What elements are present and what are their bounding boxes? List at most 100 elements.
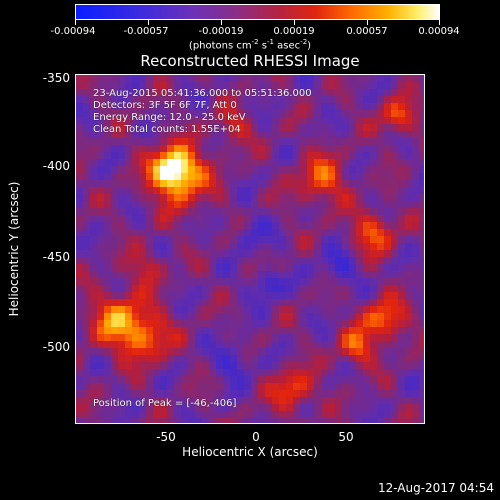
heatmap-cell xyxy=(314,159,322,167)
heatmap-cell xyxy=(356,313,364,321)
heatmap-cell xyxy=(384,173,392,181)
heatmap-cell xyxy=(419,348,424,356)
heatmap-cell xyxy=(412,222,420,230)
heatmap-cell xyxy=(272,229,280,237)
heatmap-cell xyxy=(391,187,399,195)
heatmap-cell xyxy=(244,390,252,398)
heatmap-cell xyxy=(286,383,294,391)
heatmap-cell xyxy=(384,348,392,356)
heatmap-cell xyxy=(216,292,224,300)
heatmap-cell xyxy=(363,159,371,167)
heatmap-cell xyxy=(237,390,245,398)
heatmap-cell xyxy=(188,110,196,118)
heatmap-cell xyxy=(104,369,112,377)
heatmap-cell xyxy=(104,285,112,293)
heatmap-cell xyxy=(216,166,224,174)
heatmap-cell xyxy=(419,159,424,167)
heatmap-cell xyxy=(258,264,266,272)
heatmap-cell xyxy=(202,131,210,139)
heatmap-cell xyxy=(384,194,392,202)
heatmap-cell xyxy=(167,138,175,146)
heatmap-cell xyxy=(258,222,266,230)
heatmap-cell xyxy=(118,348,126,356)
heatmap-cell xyxy=(370,271,378,279)
heatmap-cell xyxy=(300,215,308,223)
heatmap-cell xyxy=(76,180,84,188)
heatmap-cell xyxy=(307,208,315,216)
heatmap-cell xyxy=(244,187,252,195)
heatmap-cell xyxy=(293,96,301,104)
heatmap-cell xyxy=(167,208,175,216)
heatmap-cell xyxy=(272,89,280,97)
heatmap-cell xyxy=(146,208,154,216)
heatmap-cell xyxy=(328,278,336,286)
heatmap-cell xyxy=(104,152,112,160)
heatmap-cell xyxy=(356,271,364,279)
detectors-text: Detectors: 3F 5F 6F 7F, Att 0 xyxy=(93,100,237,111)
heatmap-cell xyxy=(132,320,140,328)
x-tick-label: 0 xyxy=(252,430,260,444)
heatmap-cell xyxy=(419,411,424,419)
heatmap-cell xyxy=(76,201,84,209)
heatmap-cell xyxy=(286,215,294,223)
heatmap-cell xyxy=(356,250,364,258)
heatmap-cell xyxy=(391,369,399,377)
heatmap-cell xyxy=(223,404,231,412)
heatmap-image xyxy=(76,75,424,423)
heatmap-cell xyxy=(349,138,357,146)
heatmap-cell xyxy=(384,250,392,258)
heatmap-cell xyxy=(90,320,98,328)
heatmap-cell xyxy=(153,341,161,349)
heatmap-cell xyxy=(412,215,420,223)
heatmap-cell xyxy=(314,362,322,370)
heatmap-cell xyxy=(160,320,168,328)
heatmap-cell xyxy=(370,208,378,216)
heatmap-cell xyxy=(377,131,385,139)
heatmap-cell xyxy=(419,327,424,335)
heatmap-cell xyxy=(202,103,210,111)
x-tick-label: 50 xyxy=(338,430,354,444)
heatmap-cell xyxy=(139,418,147,423)
heatmap-cell xyxy=(342,383,350,391)
heatmap-cell xyxy=(398,229,406,237)
heatmap-cell xyxy=(223,138,231,146)
heatmap-cell xyxy=(251,348,259,356)
heatmap-cell xyxy=(167,285,175,293)
heatmap-cell xyxy=(363,110,371,118)
heatmap-cell xyxy=(160,411,168,419)
colorbar xyxy=(75,4,440,20)
heatmap-cell xyxy=(90,376,98,384)
heatmap-cell xyxy=(237,194,245,202)
heatmap-cell xyxy=(160,292,168,300)
heatmap-cell xyxy=(104,250,112,258)
heatmap-cell xyxy=(419,222,424,230)
heatmap-cell xyxy=(293,215,301,223)
heatmap-cell xyxy=(279,257,287,265)
heatmap-cell xyxy=(160,334,168,342)
heatmap-cell xyxy=(230,306,238,314)
heatmap-cell xyxy=(286,348,294,356)
heatmap-cell xyxy=(125,89,133,97)
heatmap-cell xyxy=(314,397,322,405)
heatmap-cell xyxy=(412,131,420,139)
heatmap-cell xyxy=(111,348,119,356)
heatmap-cell xyxy=(111,208,119,216)
heatmap-cell xyxy=(132,404,140,412)
heatmap-cell xyxy=(412,285,420,293)
heatmap-cell xyxy=(90,236,98,244)
heatmap-cell xyxy=(104,82,112,90)
heatmap-cell xyxy=(237,222,245,230)
heatmap-cell xyxy=(209,397,217,405)
heatmap-cell xyxy=(321,159,329,167)
heatmap-cell xyxy=(153,334,161,342)
heatmap-cell xyxy=(300,75,308,83)
heatmap-cell xyxy=(398,103,406,111)
heatmap-cell xyxy=(83,369,91,377)
heatmap-cell xyxy=(202,306,210,314)
heatmap-cell xyxy=(174,194,182,202)
heatmap-cell xyxy=(181,341,189,349)
heatmap-cell xyxy=(244,166,252,174)
heatmap-cell xyxy=(349,124,357,132)
heatmap-cell xyxy=(356,341,364,349)
heatmap-cell xyxy=(174,299,182,307)
